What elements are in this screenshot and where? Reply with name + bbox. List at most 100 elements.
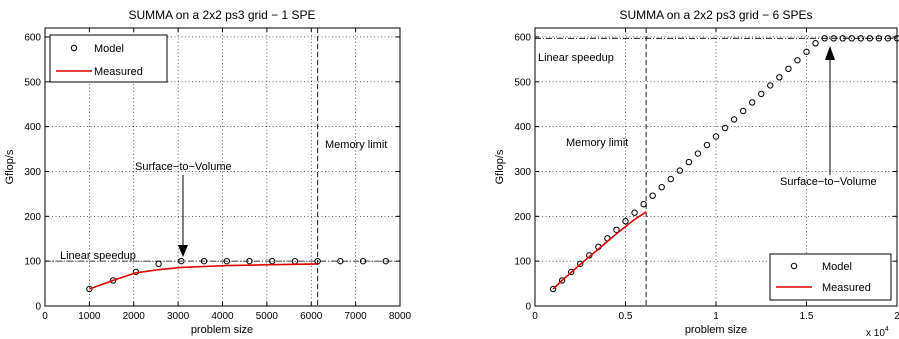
model-data-point [884, 35, 892, 42]
model-data-point [676, 167, 683, 174]
y-tick-label: 0 [35, 302, 41, 313]
y-tick-label: 500 [24, 77, 41, 88]
model-data-point [857, 35, 864, 42]
x-tick-label: 3000 [167, 311, 190, 322]
x-tick-label: 6000 [300, 311, 323, 322]
surface-to-volume-label-2: Surface−to−Volume [780, 176, 877, 188]
y-tick-label: 100 [514, 257, 531, 268]
y-tick-label: 200 [514, 212, 531, 223]
model-data-point [622, 218, 629, 225]
x-tick-label: 0.5 [619, 311, 633, 322]
model-data-point [758, 90, 765, 98]
x-tick-label: 8000 [389, 311, 412, 322]
model-data-point [568, 268, 575, 276]
y-tick-label: 600 [24, 32, 41, 43]
model-data-point [694, 150, 702, 157]
model-data-point [785, 65, 792, 73]
x-tick-label: 7000 [345, 311, 368, 322]
model-data-point [178, 257, 185, 265]
surface-to-volume-arrow-head-2 [825, 46, 835, 60]
y-tick-label: 400 [24, 122, 41, 133]
y-tick-label: 0 [525, 302, 531, 313]
model-data-point [359, 257, 367, 265]
legend-1: Model Measured [49, 34, 168, 83]
model-data-point [767, 82, 774, 89]
x-multiplier-exp-2: 4 [885, 326, 889, 333]
model-data-point [812, 40, 819, 47]
model-data-point [658, 183, 665, 191]
chart-6-spes: 0 0.5 1 1.5 2 0 100 200 300 400 500 600 SUMMA on a … [494, 8, 899, 339]
model-data-point [109, 277, 117, 284]
x-tick-label: 4000 [211, 311, 234, 322]
y-tick-label: 600 [514, 32, 531, 43]
model-data-point [382, 257, 389, 265]
x-tick-label: 5000 [256, 311, 279, 322]
legend-measured-label-2: Measured [822, 282, 871, 294]
model-data-point [314, 257, 321, 265]
model-data-point [821, 35, 828, 42]
model-data-point [794, 57, 801, 64]
legend-model-label-2: Model [822, 261, 852, 273]
legend-model-label-1: Model [94, 43, 124, 55]
model-data-point [640, 201, 647, 208]
model-data-point [776, 74, 783, 81]
model-data-point [631, 209, 638, 216]
model-data-point [730, 116, 738, 123]
model-data-point [200, 257, 208, 265]
model-data-point [712, 133, 720, 140]
legend-box-1 [49, 34, 168, 83]
x-tick-label: 1000 [78, 311, 101, 322]
legend-box-2 [769, 253, 892, 301]
axes-frame-2 [534, 27, 898, 307]
y-axis-label-1: Gflop/s [4, 149, 16, 184]
model-data-point [685, 158, 693, 166]
y-tick-label: 200 [24, 212, 41, 223]
y-tick-label: 300 [24, 167, 41, 178]
model-data-point [749, 99, 756, 106]
x-multiplier-base-2: x 10 [866, 328, 885, 339]
surface-to-volume-label-1: Surface−to−Volume [135, 161, 232, 173]
series-2 [549, 35, 899, 293]
y-tick-label: 500 [514, 77, 531, 88]
ticks-1: 0 1000 2000 3000 4000 5000 6000 7000 8000 0 100 200… [24, 28, 412, 322]
x-tick-label: 1.5 [800, 311, 814, 322]
model-data-point [739, 107, 747, 115]
y-tick-label: 400 [514, 122, 531, 133]
x-tick-label: 0 [532, 311, 538, 322]
model-data-point [558, 277, 566, 284]
model-data-point [803, 48, 810, 55]
model-data-point [223, 257, 230, 265]
model-data-point [848, 35, 855, 42]
model-data-point [549, 285, 557, 293]
model-data-point [703, 141, 711, 149]
linear-speedup-label-1: Linear speedup [60, 250, 136, 262]
model-data-point [337, 257, 344, 265]
x-axis-label-1: problem size [191, 324, 253, 336]
x-tick-label: 1 [713, 311, 719, 322]
legend-measured-label-1: Measured [94, 66, 143, 78]
model-data-point [86, 285, 93, 293]
series-1 [86, 257, 389, 293]
legend-2: Model Measured [769, 253, 892, 301]
axes-frame-1 [44, 27, 401, 307]
model-data-point [830, 35, 837, 42]
model-data-point [721, 124, 729, 132]
chart-title-1: SUMMA on a 2x2 ps3 grid − 1 SPE [128, 8, 315, 22]
model-data-point [577, 260, 584, 268]
model-data-point [155, 260, 162, 268]
x-multiplier-2: x 104 [866, 326, 889, 339]
y-tick-label: 100 [24, 257, 41, 268]
memory-limit-label-2: Memory limit [566, 137, 628, 149]
x-tick-label: 2000 [123, 311, 146, 322]
surface-to-volume-arrow-head-1 [178, 245, 188, 257]
chart-1-spe: 0 1000 2000 3000 4000 5000 6000 7000 8000 0 100 200… [4, 8, 412, 336]
x-tick-label: 2 [894, 311, 899, 322]
legend-model-marker-2 [790, 262, 798, 270]
y-axis-label-2: Gflop/s [494, 149, 506, 184]
model-data-point [613, 226, 620, 233]
model-data-point [667, 175, 674, 183]
model-data-point [866, 35, 874, 42]
model-data-point [246, 257, 253, 265]
measured-series-line [89, 263, 318, 290]
